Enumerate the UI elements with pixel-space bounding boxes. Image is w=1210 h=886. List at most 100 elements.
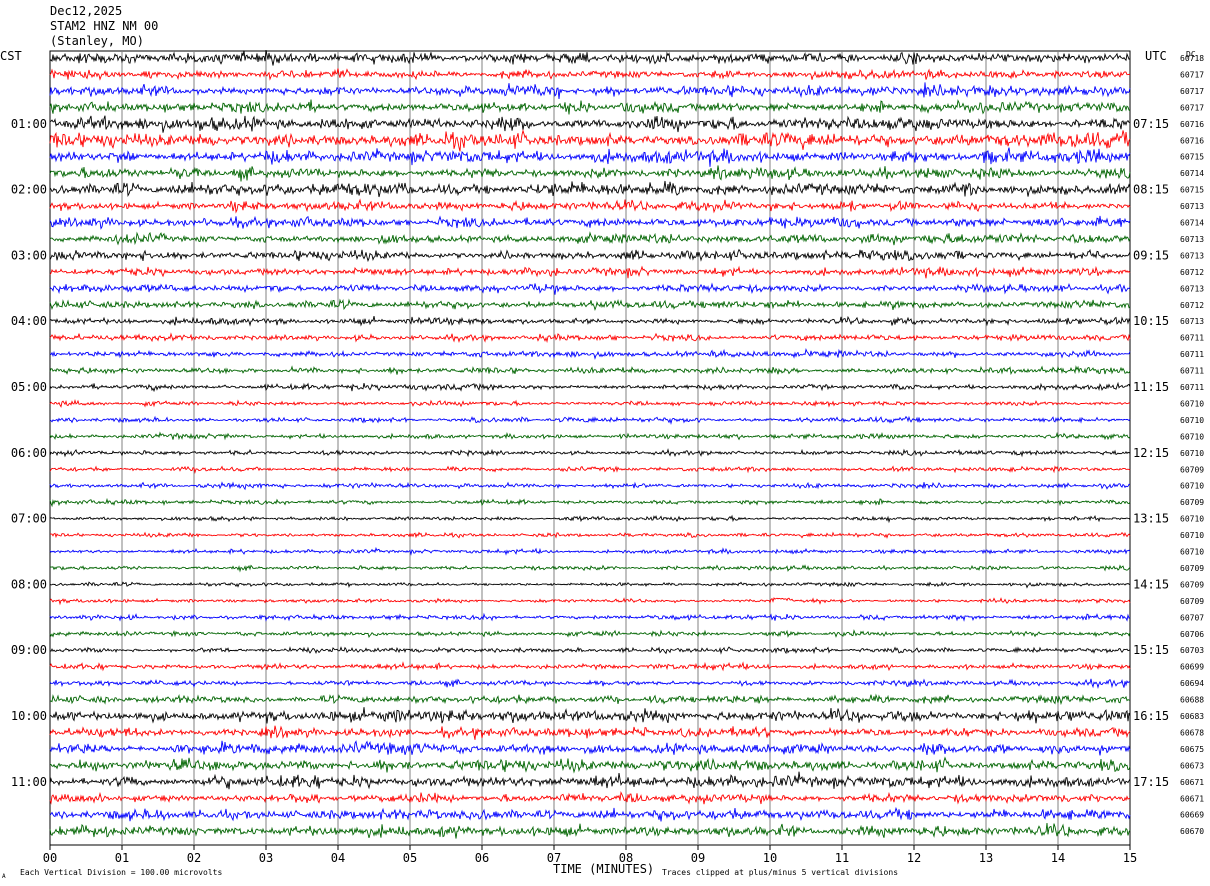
seismic-trace <box>49 99 1131 115</box>
dc-offset-label: 60717 <box>1180 87 1204 96</box>
x-tick-label: 06 <box>475 851 489 865</box>
x-tick-label: 02 <box>187 851 201 865</box>
dc-offset-label: 60683 <box>1180 712 1204 721</box>
seismic-trace <box>49 448 1131 458</box>
left-time-labels: 01:00 02:00 03:00 04:00 05:00 06:00 07:00 08:00… <box>11 117 47 789</box>
seismic-trace <box>49 661 1131 672</box>
seismic-trace <box>49 248 1131 263</box>
seismic-trace <box>49 165 1131 182</box>
dc-offset-label: 60709 <box>1180 597 1204 606</box>
seismic-trace <box>49 365 1131 376</box>
x-tick-label: 00 <box>43 851 57 865</box>
seismic-trace <box>49 399 1131 408</box>
right-timezone-label: UTC <box>1145 49 1167 63</box>
right-time-label: 17:15 <box>1133 775 1169 789</box>
dc-offset-label: 60703 <box>1180 646 1204 655</box>
location-label: (Stanley, MO) <box>50 34 144 48</box>
left-timezone-label: CST <box>0 49 22 63</box>
dc-offset-label: 60710 <box>1180 399 1204 408</box>
dc-offset-label: 60709 <box>1180 498 1204 507</box>
dc-offset-label: 60710 <box>1180 531 1204 540</box>
x-tick-label: 15 <box>1123 851 1137 865</box>
dc-offset-label: 60710 <box>1180 548 1204 557</box>
left-time-label: 06:00 <box>11 446 47 460</box>
seismic-trace <box>49 332 1131 344</box>
seismic-trace <box>49 348 1131 360</box>
dc-offset-label: 60710 <box>1180 449 1204 458</box>
seismic-trace <box>49 678 1131 689</box>
seismic-trace <box>49 298 1131 312</box>
left-time-label: 01:00 <box>11 117 47 131</box>
x-tick-labels: 00 01 02 03 04 05 06 07 08 09 10 11 12 13 14 15 <box>43 845 1137 865</box>
seismic-trace <box>49 581 1131 589</box>
dc-offset-label: 60670 <box>1180 827 1204 836</box>
dc-offset-label: 60711 <box>1180 334 1204 343</box>
seismic-trace <box>49 315 1131 327</box>
seismic-trace <box>49 431 1131 441</box>
dc-offset-label: 60688 <box>1180 696 1204 705</box>
seismic-trace <box>49 806 1131 822</box>
dc-offset-label: 60712 <box>1180 268 1204 277</box>
dc-offset-label: 60673 <box>1180 761 1204 770</box>
seismic-trace <box>49 790 1131 805</box>
right-time-label: 08:15 <box>1133 183 1169 197</box>
date-label: Dec12,2025 <box>50 4 123 18</box>
dc-offset-label: 60713 <box>1180 235 1204 244</box>
dc-offset-label: 60669 <box>1180 811 1204 820</box>
right-time-label: 14:15 <box>1133 577 1169 591</box>
seismic-trace <box>49 115 1131 133</box>
x-tick-label: 08 <box>619 851 633 865</box>
dc-offset-label: 60713 <box>1180 251 1204 260</box>
seismic-trace <box>49 82 1131 100</box>
x-tick-label: 03 <box>259 851 273 865</box>
seismic-trace <box>49 597 1131 606</box>
x-tick-label: 04 <box>331 851 345 865</box>
x-tick-label: 01 <box>115 851 129 865</box>
dc-offset-label: 60707 <box>1180 613 1204 622</box>
right-time-label: 11:15 <box>1133 380 1169 394</box>
x-tick-label: 14 <box>1051 851 1065 865</box>
seismic-trace <box>49 282 1131 295</box>
left-time-label: 04:00 <box>11 314 47 328</box>
seismic-trace <box>49 707 1131 724</box>
dc-offset-label: 60717 <box>1180 103 1204 112</box>
dc-offset-label: 60709 <box>1180 465 1204 474</box>
right-time-label: 07:15 <box>1133 117 1169 131</box>
seismic-trace <box>49 50 1131 66</box>
dc-offset-label: 60709 <box>1180 564 1204 573</box>
dc-offset-label: 60710 <box>1180 515 1204 524</box>
dc-offset-label: 60694 <box>1180 679 1204 688</box>
left-time-label: 02:00 <box>11 183 47 197</box>
seismic-trace <box>49 215 1131 230</box>
dc-offset-label: 60671 <box>1180 778 1204 787</box>
seismic-trace <box>49 546 1131 556</box>
dc-offset-label: 60699 <box>1180 663 1204 672</box>
left-time-label: 07:00 <box>11 512 47 526</box>
seismic-trace <box>49 415 1131 425</box>
dc-offset-label: 60709 <box>1180 580 1204 589</box>
dc-offset-label: 60710 <box>1180 432 1204 441</box>
x-tick-label: 12 <box>907 851 921 865</box>
corner-mark: A <box>2 873 6 880</box>
seismic-trace <box>49 564 1131 573</box>
right-time-label: 16:15 <box>1133 709 1169 723</box>
seismic-trace <box>49 771 1131 790</box>
seismic-trace <box>49 68 1131 81</box>
seismic-trace <box>49 646 1131 655</box>
seismic-trace <box>49 740 1131 756</box>
seismic-trace <box>49 531 1131 539</box>
dc-offset-label: 60713 <box>1180 202 1204 211</box>
x-tick-label: 13 <box>979 851 993 865</box>
plot-frame <box>49 50 1131 846</box>
station-label: STAM2 HNZ NM 00 <box>50 19 159 33</box>
dc-offset-label: 60711 <box>1180 383 1204 392</box>
scale-note: Each Vertical Division = 100.00 microvol… <box>20 868 222 877</box>
dc-offset-label: 60717 <box>1180 70 1204 79</box>
dc-offset-label: 60716 <box>1180 136 1204 145</box>
dc-offset-label: 60718 <box>1180 54 1204 63</box>
seismic-trace <box>49 629 1131 638</box>
traces <box>49 50 1131 839</box>
right-time-label: 10:15 <box>1133 314 1169 328</box>
dc-offset-label: 60711 <box>1180 367 1204 376</box>
